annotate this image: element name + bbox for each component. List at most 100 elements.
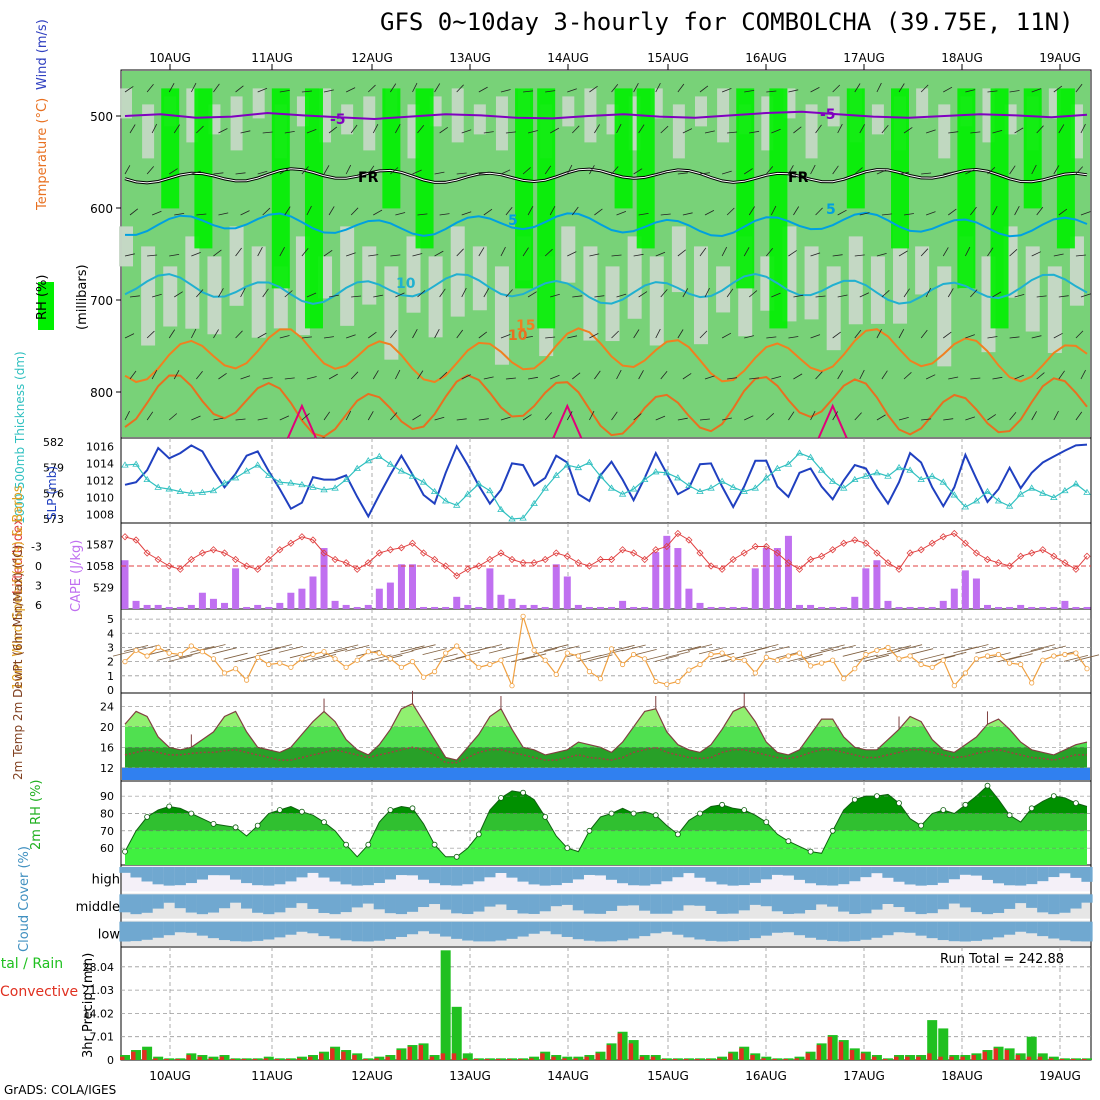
- wind-barb: [1080, 211, 1091, 216]
- wind-barb: [881, 370, 888, 380]
- wind-speed-marker: [376, 650, 382, 656]
- thickness-marker: [629, 485, 638, 492]
- cloud-bar: [517, 867, 529, 882]
- wind-barb: [500, 246, 506, 257]
- lifted-marker: [276, 546, 284, 554]
- precip-total-bar: [131, 1050, 142, 1060]
- wind-barb: [798, 653, 823, 661]
- lifted-marker: [453, 572, 461, 580]
- wind-barb: [346, 252, 356, 257]
- cloud-bar: [594, 921, 607, 942]
- cloud-bar: [506, 867, 518, 878]
- wind-barb: [975, 646, 1000, 654]
- y-tick-label: 1016: [86, 440, 114, 453]
- precip-total-bar: [164, 1058, 175, 1060]
- rh-dry-patch: [251, 246, 266, 338]
- lifted-marker: [1028, 549, 1036, 557]
- wind-speed-marker: [520, 613, 526, 619]
- wind-barb: [771, 376, 782, 380]
- cloud-bar: [793, 894, 806, 914]
- wind-barb: [881, 125, 889, 134]
- lifted-marker: [718, 565, 726, 573]
- cape-bar: [431, 606, 439, 609]
- lifted-marker: [552, 549, 560, 557]
- wind-speed-marker: [995, 651, 1002, 658]
- thickness-marker: [220, 479, 229, 486]
- cape-bar: [453, 596, 461, 609]
- rh-marker: [785, 838, 792, 845]
- wind-barb: [411, 644, 436, 652]
- wind-barb: [611, 411, 618, 421]
- wind-barb: [1053, 165, 1060, 175]
- y-tick-label: 80: [100, 807, 114, 820]
- wind-barb: [943, 86, 953, 93]
- wind-barb: [788, 165, 794, 175]
- thickness-marker: [165, 485, 173, 492]
- cape-bar: [563, 576, 571, 609]
- wind-barb: [151, 370, 158, 380]
- wind-speed-marker: [1084, 666, 1090, 672]
- cloud-bar: [561, 921, 573, 937]
- thickness-marker: [464, 490, 472, 497]
- wind-barb: [633, 253, 644, 257]
- thickness-marker: [663, 469, 671, 476]
- precip-total-bar: [551, 1055, 562, 1060]
- cape-bar: [961, 570, 969, 609]
- y-axis-label: Wind (m/s): [35, 19, 50, 90]
- wind-barb: [616, 211, 627, 216]
- cloud-bar: [882, 921, 894, 936]
- rh-dry-patch: [406, 236, 421, 313]
- precip-total-bar: [562, 1056, 573, 1060]
- precip-convective-bar: [595, 1053, 600, 1060]
- wind-barb: [903, 372, 912, 380]
- wind-barb: [589, 333, 599, 339]
- wind-barb: [350, 207, 359, 216]
- wind-barb: [748, 206, 755, 216]
- cloud-bar: [838, 894, 850, 912]
- wind-barb: [948, 131, 959, 134]
- rh-dry-patch: [672, 104, 685, 159]
- cape-bar: [309, 576, 317, 609]
- lifted-marker: [619, 546, 627, 554]
- lifted-marker: [265, 555, 273, 564]
- wind-barb: [621, 644, 646, 652]
- cloud-bar: [694, 867, 706, 878]
- wind-barb: [346, 334, 356, 339]
- rh-marker: [719, 801, 725, 808]
- cloud-bar: [429, 867, 441, 884]
- y-tick-label: 21.03: [83, 984, 115, 997]
- wind-speed-marker: [387, 656, 393, 662]
- wind-barb: [743, 647, 768, 655]
- wind-barb: [854, 167, 863, 175]
- cloud-bar: [661, 867, 673, 882]
- wind-barb: [262, 288, 269, 298]
- cape-bar: [641, 606, 649, 609]
- lifted-marker: [1017, 552, 1025, 560]
- cloud-bar: [804, 921, 817, 938]
- rh-marker: [1006, 812, 1013, 819]
- wind-barb: [218, 128, 228, 134]
- cloud-bar: [307, 867, 319, 873]
- wind-barb: [643, 654, 668, 661]
- wind-barb: [1075, 330, 1084, 339]
- wind-speed-marker: [177, 651, 183, 658]
- cloud-bar: [816, 867, 828, 886]
- wind-barb: [572, 295, 583, 298]
- cape-bar: [364, 604, 372, 609]
- rh-legend-swatch: [38, 282, 54, 330]
- wind-barb: [992, 206, 998, 216]
- wind-barb: [965, 169, 975, 175]
- rh-moist-column: [957, 88, 976, 289]
- wind-barb: [439, 213, 450, 216]
- thickness-marker: [276, 478, 284, 485]
- wind-barb: [754, 644, 779, 651]
- lifted-marker: [596, 555, 605, 564]
- rh-marker: [498, 795, 504, 801]
- wind-barb: [412, 329, 418, 339]
- wind-barb: [677, 417, 688, 421]
- precip-convective-bar: [495, 1059, 501, 1060]
- wind-barb: [965, 246, 971, 257]
- wind-barb: [854, 412, 862, 421]
- cloud-bar: [318, 921, 330, 937]
- precip-convective-bar: [993, 1048, 999, 1060]
